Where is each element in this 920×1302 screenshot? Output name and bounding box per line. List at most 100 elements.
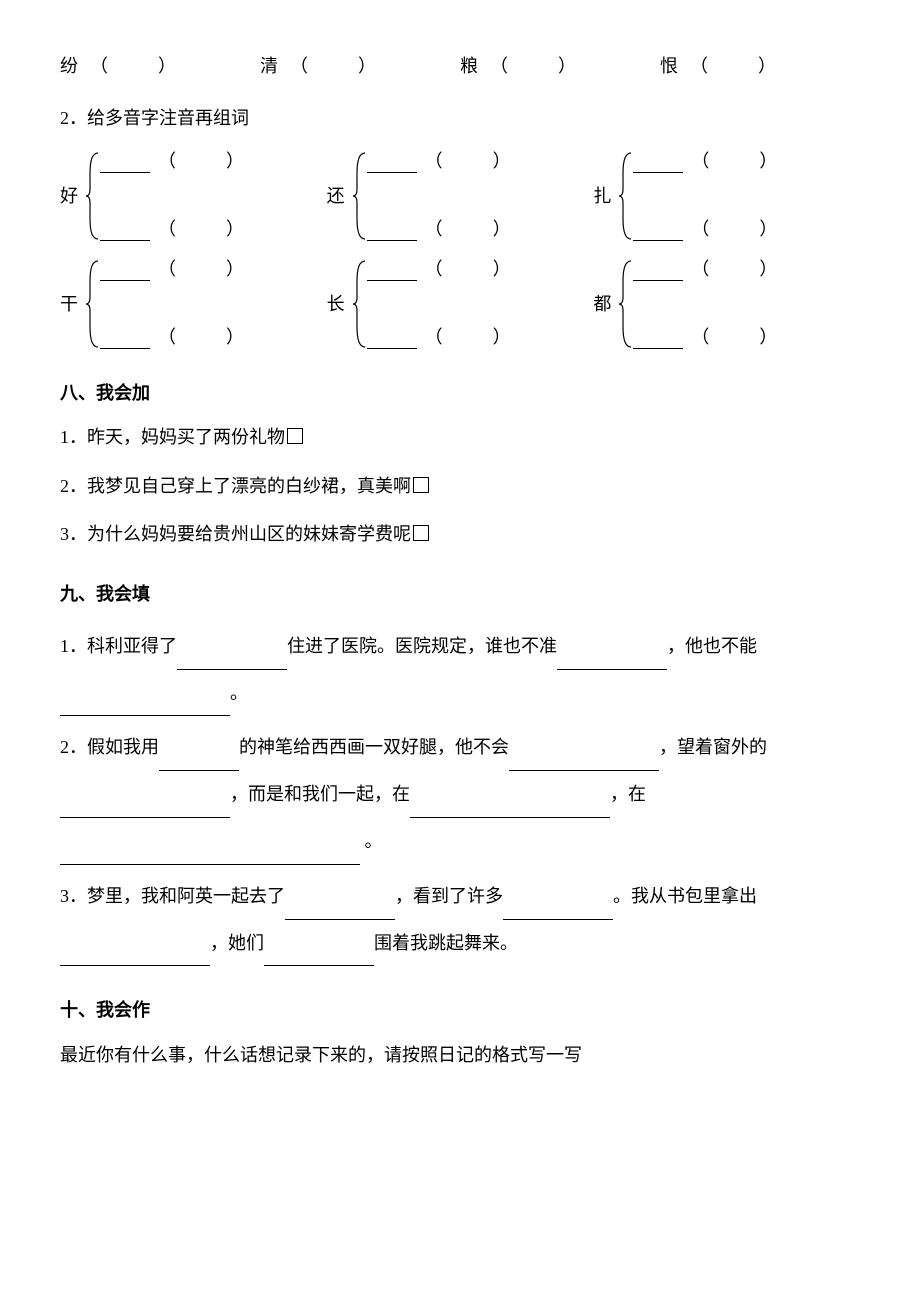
char-item: 恨 （） [660,50,860,82]
s8-line-1: 1．昨天，妈妈买了两份礼物 [60,421,860,453]
char-item: 清 （） [260,50,460,82]
paren-blank: （） [683,327,777,349]
s8-text: 3．为什么妈妈要给贵州山区的妹妹寄学费呢 [60,524,411,544]
brace-icon [84,259,100,349]
paren-blank: （） [683,219,777,241]
paren-blank: （） [150,327,244,349]
brace-group: 都 （） （） [593,259,860,349]
s8-line-2: 2．我梦见自己穿上了漂亮的白纱裙，真美啊 [60,470,860,502]
punct-box [413,525,429,541]
text: 住进了医院。医院规定，谁也不准 [287,636,557,656]
brace-char: 干 [60,288,78,320]
char-label: 粮 [460,50,478,82]
s9-q1: 1．科利亚得了住进了医院。医院规定，谁也不准，他也不能。 [60,623,860,717]
paren-blank: （） [682,50,776,82]
brace-char: 好 [60,180,78,212]
fill-blank [60,795,230,818]
text: 。 [360,831,383,851]
brace-slot: （） [100,218,244,241]
section-9-title: 九、我会填 [60,578,860,610]
pinyin-blank [633,151,683,174]
brace-content: （） （） [633,259,777,349]
fill-blank [60,944,210,967]
text: ，看到了许多 [395,886,503,906]
brace-slot: （） [100,151,244,174]
brace-char: 扎 [593,180,611,212]
text: 的神笔给西西画一双好腿，他不会 [239,737,509,757]
text: ，而是和我们一起，在 [230,784,410,804]
paren-blank: （） [150,219,244,241]
paren-blank: （） [417,151,511,173]
brace-slot: （） [367,259,511,282]
section-8-title: 八、我会加 [60,377,860,409]
fill-blank [557,647,667,670]
s9-q3: 3．梦里，我和阿英一起去了，看到了许多。我从书包里拿出，她们围着我跳起舞来。 [60,873,860,967]
fill-blank [285,897,395,920]
paren-blank: （） [683,151,777,173]
fill-blank [159,749,239,772]
s8-text: 1．昨天，妈妈买了两份礼物 [60,427,285,447]
brace-content: （） （） [367,259,511,349]
pinyin-blank [633,259,683,282]
brace-group: 还 （） （） [327,151,594,241]
pinyin-blank [367,218,417,241]
s8-line-3: 3．为什么妈妈要给贵州山区的妹妹寄学费呢 [60,518,860,550]
pinyin-blank [100,259,150,282]
fill-blank [410,795,610,818]
brace-group: 干 （） （） [60,259,327,349]
paren-blank: （） [683,259,777,281]
brace-char: 都 [593,288,611,320]
text: ，他也不能 [667,636,757,656]
fill-blank [60,694,230,717]
text: ，在 [610,784,646,804]
brace-group: 好 （） （） [60,151,327,241]
brace-group: 扎 （） （） [593,151,860,241]
brace-content: （） （） [100,151,244,241]
char-label: 清 [260,50,278,82]
fill-blank [177,647,287,670]
pinyin-blank [633,326,683,349]
pinyin-blank [100,218,150,241]
paren-blank: （） [482,50,576,82]
brace-row-2: 干 （） （） 长 （） （） 都 （） （） [60,259,860,349]
brace-slot: （） [633,259,777,282]
pinyin-blank [367,326,417,349]
s10-text: 最近你有什么事，什么话想记录下来的，请按照日记的格式写一写 [60,1039,860,1071]
brace-slot: （） [100,259,244,282]
paren-blank: （） [417,327,511,349]
brace-content: （） （） [100,259,244,349]
s9-q2: 2．假如我用的神笔给西西画一双好腿，他不会，望着窗外的，而是和我们一起，在，在 … [60,724,860,864]
text: ，她们 [210,933,264,953]
char-item: 粮 （） [460,50,660,82]
text: 2．假如我用 [60,737,159,757]
pinyin-blank [100,326,150,349]
text: 3．梦里，我和阿英一起去了 [60,886,285,906]
brace-slot: （） [367,151,511,174]
top-char-row: 纷 （） 清 （） 粮 （） 恨 （） [60,50,860,82]
paren-blank: （） [417,259,511,281]
brace-slot: （） [633,326,777,349]
brace-slot: （） [367,326,511,349]
punct-box [287,428,303,444]
s8-text: 2．我梦见自己穿上了漂亮的白纱裙，真美啊 [60,476,411,496]
brace-slot: （） [633,218,777,241]
fill-blank [503,897,613,920]
paren-blank: （） [282,50,376,82]
pinyin-blank [100,151,150,174]
brace-icon [84,151,100,241]
paren-blank: （） [417,219,511,241]
brace-char: 还 [327,180,345,212]
brace-content: （） （） [633,151,777,241]
brace-slot: （） [367,218,511,241]
brace-slot: （） [633,151,777,174]
brace-icon [351,259,367,349]
text: ，望着窗外的 [659,737,767,757]
fill-blank [509,749,659,772]
pinyin-blank [367,151,417,174]
brace-content: （） （） [367,151,511,241]
text: 围着我跳起舞来。 [374,933,518,953]
char-item: 纷 （） [60,50,260,82]
brace-slot: （） [100,326,244,349]
fill-blank [264,944,374,967]
brace-icon [351,151,367,241]
